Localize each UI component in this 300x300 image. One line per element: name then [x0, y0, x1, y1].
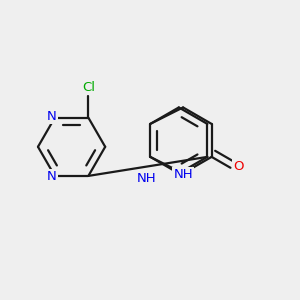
Text: N: N: [47, 170, 56, 183]
Text: Cl: Cl: [82, 81, 95, 94]
Text: N: N: [47, 110, 56, 123]
Text: NH: NH: [173, 169, 193, 182]
Text: O: O: [233, 160, 244, 173]
Text: NH: NH: [136, 172, 156, 185]
